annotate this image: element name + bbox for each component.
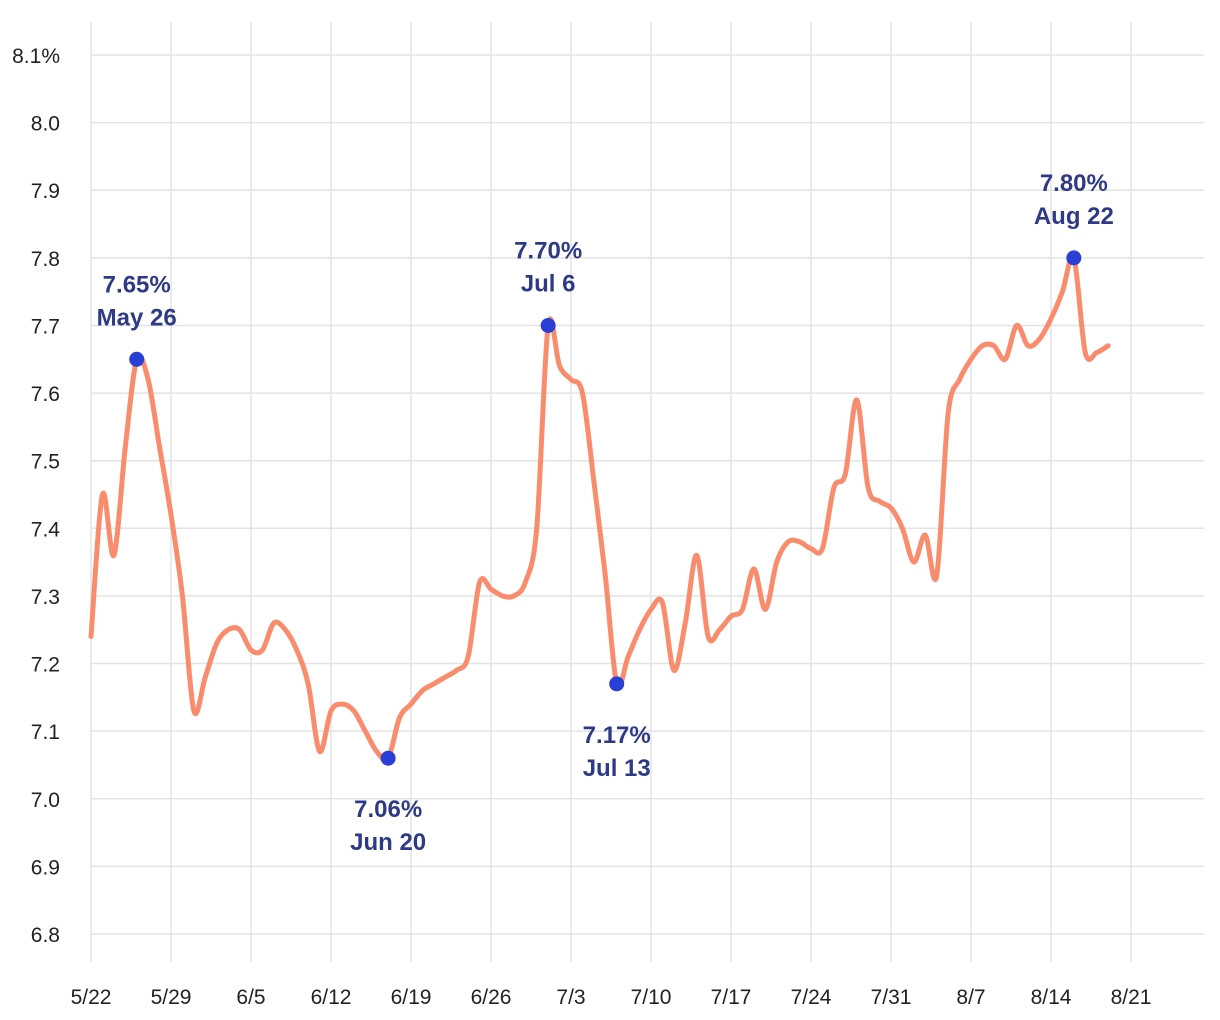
x-tick-label: 7/31 (871, 986, 912, 1009)
x-tick-label: 6/5 (236, 986, 265, 1009)
y-tick-label: 7.9 (31, 180, 60, 203)
y-tick-label: 6.8 (31, 924, 60, 947)
annotation-layer: 7.65% May 26 7.06% Jun 20 7.70% Jul 6 7.17% Jul… (97, 170, 1114, 856)
x-tick-label: 7/10 (631, 986, 672, 1009)
y-tick-label: 7.0 (31, 789, 60, 812)
x-tick-label: 7/3 (556, 986, 585, 1009)
x-tick-label: 8/21 (1111, 986, 1152, 1009)
annotation-value-label: 7.17% (583, 722, 651, 749)
annotation-date-label: Jul 6 (521, 270, 576, 297)
y-tick-label: 7.3 (31, 586, 60, 609)
x-tick-label: 8/7 (956, 986, 985, 1009)
series-line-rate (88, 253, 1111, 763)
annotation-marker (380, 750, 396, 766)
y-tick-label: 7.5 (31, 451, 60, 474)
x-tick-label: 6/12 (311, 986, 352, 1009)
y-tick-label: 7.2 (31, 654, 60, 677)
annotation-value-label: 7.65% (103, 271, 171, 298)
y-tick-label: 8.1% (12, 45, 60, 68)
x-tick-label: 7/17 (711, 986, 752, 1009)
y-tick-label: 6.9 (31, 856, 60, 879)
annotation-date-label: Jun 20 (350, 829, 426, 856)
x-tick-label: 7/24 (791, 986, 832, 1009)
annotation-value-label: 7.80% (1040, 170, 1108, 197)
y-tick-label: 7.1 (31, 721, 60, 744)
annotation-marker (1066, 250, 1082, 266)
y-tick-label: 7.4 (31, 518, 61, 541)
annotation-date-label: Aug 22 (1034, 203, 1114, 230)
grid-layer (90, 22, 1204, 962)
annotation-value-label: 7.70% (514, 237, 582, 264)
x-tick-label: 5/22 (71, 986, 112, 1009)
x-tick-label: 5/29 (151, 986, 192, 1009)
axis-labels: 6.8 6.9 7.0 7.1 7.2 7.3 7.4 7.5 7.6 7.7 7.8 7.9 8.0 8… (12, 45, 1151, 1009)
y-tick-label: 7.7 (31, 315, 60, 338)
annotation-date-label: May 26 (97, 304, 177, 331)
series-layer (88, 253, 1111, 763)
annotation-date-label: Jul 13 (583, 755, 651, 782)
x-tick-label: 6/26 (471, 986, 512, 1009)
y-tick-label: 7.6 (31, 383, 60, 406)
annotation-value-label: 7.06% (354, 796, 422, 823)
x-tick-label: 6/19 (391, 986, 432, 1009)
x-tick-label: 8/14 (1031, 986, 1072, 1009)
annotation-marker (609, 676, 625, 692)
y-tick-label: 8.0 (31, 113, 60, 136)
annotation-marker (129, 351, 145, 367)
y-tick-label: 7.8 (31, 248, 60, 271)
annotation-marker (540, 317, 556, 333)
